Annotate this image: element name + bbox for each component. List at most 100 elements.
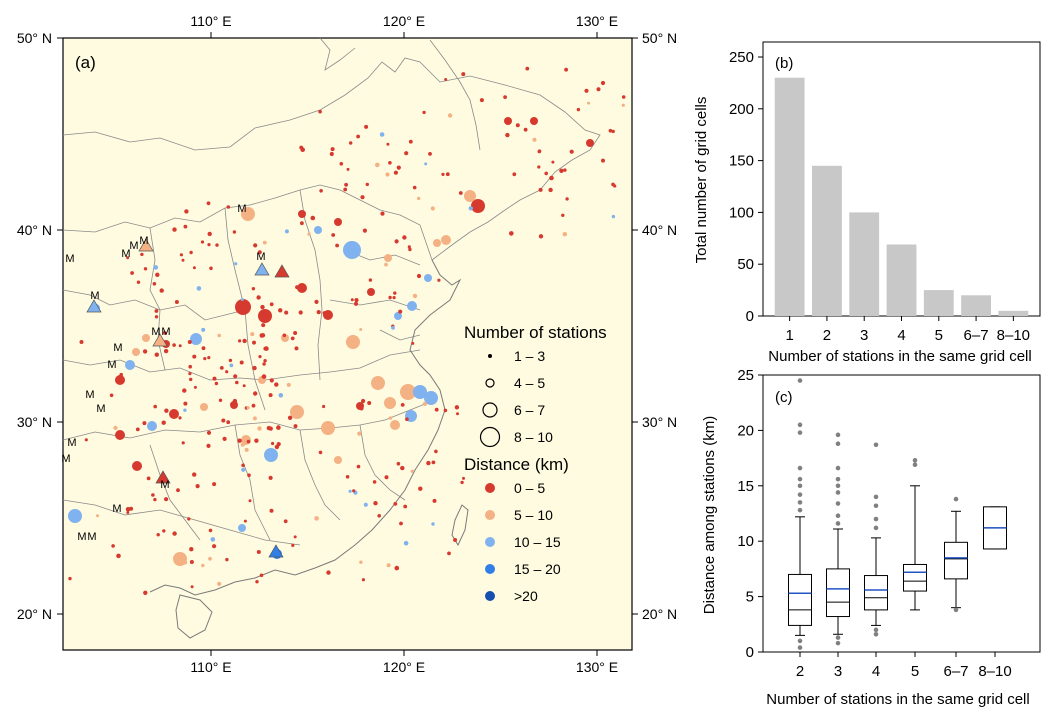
station-marker bbox=[569, 149, 574, 154]
station-marker bbox=[151, 493, 155, 497]
station-marker bbox=[142, 421, 147, 426]
bar-x-axis-label: Number of stations in the same grid cell bbox=[768, 348, 1031, 365]
station-marker bbox=[246, 439, 251, 444]
station-marker bbox=[252, 340, 256, 345]
m-marker: M bbox=[77, 531, 86, 543]
box-flier bbox=[873, 503, 879, 509]
box-flier bbox=[835, 465, 841, 471]
m-marker: M bbox=[112, 503, 121, 515]
station-marker bbox=[290, 336, 295, 341]
station-marker bbox=[218, 398, 223, 402]
m-marker: M bbox=[129, 240, 138, 252]
station-marker bbox=[316, 310, 321, 315]
station-marker bbox=[391, 326, 395, 330]
coastline bbox=[149, 259, 469, 639]
station-marker bbox=[269, 302, 274, 307]
station-marker bbox=[352, 489, 356, 493]
bar bbox=[886, 244, 917, 316]
station-marker bbox=[407, 301, 417, 311]
station-marker bbox=[408, 247, 412, 252]
box-x-axis: 2 3 4 5 6–7 8–10 bbox=[796, 652, 1012, 680]
station-marker bbox=[172, 531, 177, 536]
station-marker bbox=[426, 460, 431, 466]
station-marker bbox=[195, 484, 200, 489]
station-marker bbox=[300, 221, 304, 226]
station-marker bbox=[424, 162, 428, 166]
station-marker bbox=[286, 382, 291, 387]
station-marker bbox=[268, 426, 273, 431]
station-marker bbox=[329, 151, 334, 157]
station-marker bbox=[235, 299, 251, 315]
station-marker bbox=[384, 397, 396, 409]
station-marker bbox=[437, 278, 441, 282]
station-marker bbox=[258, 355, 262, 359]
station-marker bbox=[403, 504, 408, 509]
station-marker bbox=[538, 234, 544, 239]
box-plot-panel: (c) 0 5 10 15 20 25 2 3 4 5 6–7 8–10 Number of sta… bbox=[701, 367, 1041, 708]
station-marker bbox=[345, 475, 350, 479]
box-flier bbox=[797, 465, 803, 471]
panel-a-label: (a) bbox=[75, 53, 96, 72]
box-flier bbox=[873, 516, 879, 522]
station-marker bbox=[225, 557, 229, 562]
station-marker bbox=[418, 486, 423, 491]
map-legend: Number of stations 1 – 3 4 – 5 6 – 7 8 –… bbox=[464, 323, 607, 604]
station-marker bbox=[79, 340, 84, 344]
triangle-marker bbox=[86, 299, 102, 313]
station-marker bbox=[164, 408, 169, 413]
station-marker bbox=[365, 182, 369, 187]
lat-tick-label: 50° N bbox=[642, 30, 677, 46]
station-marker bbox=[201, 563, 205, 568]
station-marker bbox=[380, 211, 385, 216]
station-marker bbox=[206, 443, 211, 448]
station-marker bbox=[238, 339, 242, 343]
lon-tick-label: 110° E bbox=[190, 13, 231, 29]
station-marker bbox=[321, 421, 335, 435]
station-marker bbox=[142, 349, 148, 354]
station-marker bbox=[601, 158, 605, 163]
station-marker bbox=[587, 101, 590, 105]
station-marker bbox=[188, 372, 192, 376]
m-marker: M bbox=[256, 251, 265, 263]
bar-x-tick-label: 1 bbox=[785, 327, 793, 344]
station-marker bbox=[132, 348, 140, 356]
station-marker bbox=[441, 172, 445, 176]
station-marker bbox=[422, 401, 427, 406]
station-marker bbox=[611, 129, 615, 134]
station-marker bbox=[153, 265, 159, 270]
box-flier bbox=[912, 462, 918, 468]
station-marker bbox=[237, 438, 242, 443]
station-marker bbox=[399, 521, 403, 526]
longitude-ticks: 110° E 110° E 120° E 120° E 130° E 130° E bbox=[190, 13, 618, 675]
box-x-tick-label: 3 bbox=[834, 663, 842, 680]
station-marker bbox=[256, 550, 261, 554]
station-marker bbox=[432, 498, 437, 503]
station-marker bbox=[384, 475, 389, 480]
station-marker bbox=[200, 240, 205, 244]
station-marker bbox=[349, 141, 353, 145]
station-marker bbox=[412, 293, 418, 299]
station-marker bbox=[68, 576, 72, 581]
station-marker bbox=[196, 286, 202, 291]
station-marker bbox=[393, 170, 398, 175]
box-flier bbox=[835, 521, 841, 526]
station-marker bbox=[229, 363, 234, 368]
bar-y-axis-label: Total number of grid cells bbox=[693, 97, 710, 264]
station-marker bbox=[396, 165, 401, 170]
station-marker bbox=[192, 472, 197, 477]
station-marker bbox=[350, 298, 354, 302]
triangle-marker bbox=[254, 262, 270, 276]
station-marker bbox=[441, 235, 451, 245]
station-marker bbox=[284, 229, 289, 234]
box-x-tick-label: 6–7 bbox=[943, 663, 968, 680]
station-marker bbox=[113, 425, 118, 430]
station-marker bbox=[405, 417, 409, 422]
distance-legend-swatch bbox=[485, 591, 495, 601]
station-marker bbox=[143, 590, 148, 595]
station-marker bbox=[360, 195, 365, 200]
lat-tick-label: 40° N bbox=[642, 222, 677, 238]
station-marker bbox=[208, 556, 212, 561]
station-marker bbox=[411, 341, 415, 345]
station-marker bbox=[126, 511, 130, 514]
station-marker bbox=[207, 243, 211, 247]
